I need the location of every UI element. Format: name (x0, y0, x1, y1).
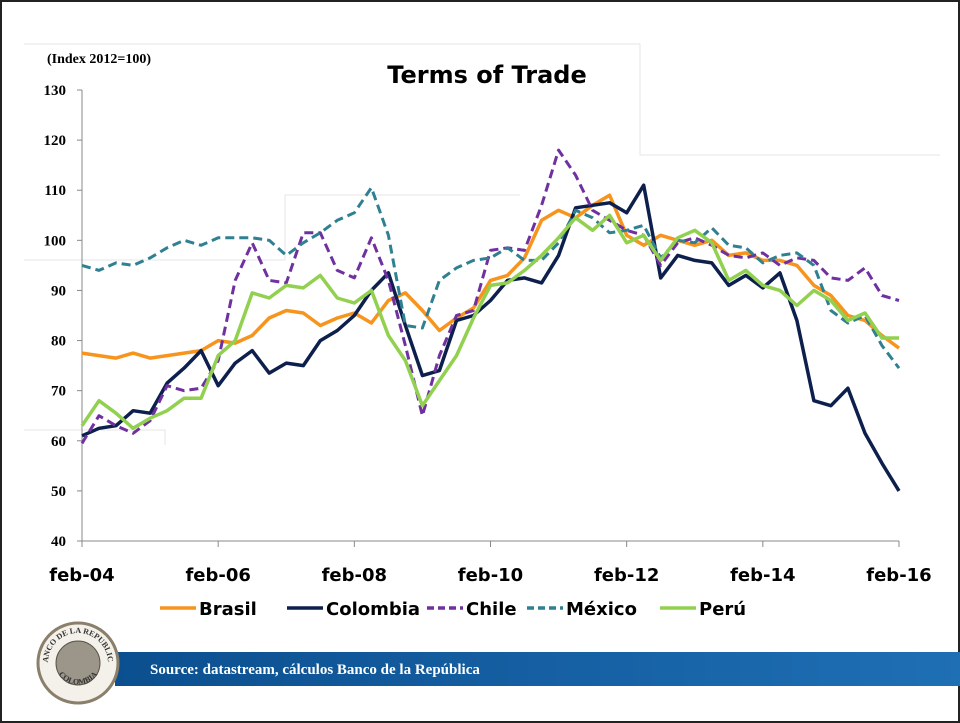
y-tick-label: 110 (44, 183, 66, 199)
x-tick-label: feb-12 (594, 565, 659, 586)
legend-label: Colombia (326, 599, 420, 620)
y-tick-label: 60 (51, 434, 66, 450)
y-tick-label: 40 (51, 534, 66, 550)
legend-label: México (566, 599, 637, 620)
legend-label: Perú (699, 599, 746, 620)
y-tick-label: 130 (44, 83, 67, 99)
y-tick-label: 100 (44, 233, 67, 249)
series-line (80, 148, 900, 445)
x-tick-label: feb-14 (730, 565, 795, 586)
y-axis-label: (Index 2012=100) (47, 52, 151, 67)
x-tick-label: feb-08 (322, 565, 387, 586)
y-tick-label: 70 (51, 384, 66, 400)
legend-label: Brasil (199, 599, 257, 620)
y-tick-label: 80 (51, 334, 66, 350)
series-line (81, 183, 901, 492)
source-text: Source: datastream, cálculos Banco de la… (150, 662, 480, 678)
background-decor (24, 43, 940, 445)
legend-label: Chile (466, 599, 517, 620)
series-line (81, 186, 901, 370)
x-tick-label: feb-06 (185, 565, 250, 586)
chart-title: Terms of Trade (387, 61, 586, 89)
x-tick-label: feb-16 (866, 565, 931, 586)
y-tick-label: 90 (51, 283, 66, 299)
y-tick-label: 120 (44, 133, 67, 149)
x-tick-label: feb-10 (458, 565, 523, 586)
source-banner (115, 652, 960, 686)
x-tick-label: feb-04 (49, 565, 114, 586)
y-tick-label: 50 (51, 484, 66, 500)
series-line (80, 213, 899, 431)
series-line (81, 193, 901, 360)
plot: 40 50 60 70 80 90 100 110 120 130 feb-04 feb-06 feb-… (44, 83, 932, 620)
